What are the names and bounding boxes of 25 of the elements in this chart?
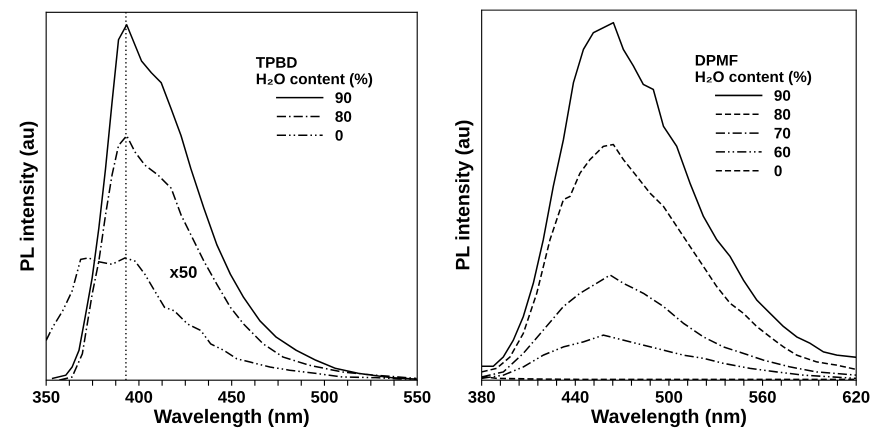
- x-tick-label: 620: [842, 391, 870, 403]
- legend-label: 70: [774, 128, 790, 139]
- x-tick-label: 400: [125, 391, 152, 403]
- x-tick-label: 440: [562, 391, 589, 403]
- x-tick-label: 450: [218, 391, 245, 403]
- x-tick-label: 380: [468, 391, 495, 403]
- legend-label: 0: [335, 130, 343, 141]
- x-axis-title: Wavelength (nm): [154, 408, 309, 428]
- x-tick-label: 350: [32, 391, 60, 403]
- legend-title: TPBD H₂O content (%): [256, 57, 372, 88]
- x-tick-label: 500: [656, 391, 682, 403]
- x-axis-title: Wavelength (nm): [590, 408, 746, 428]
- legend-label: 80: [335, 111, 352, 122]
- annotation: x50: [170, 266, 197, 278]
- y-axis-title: PL intensity (au): [20, 122, 38, 270]
- legend-label: 0: [774, 165, 782, 176]
- x-tick-label: 560: [749, 391, 776, 403]
- legend-label: 90: [774, 90, 790, 101]
- legend-label: 60: [774, 146, 790, 158]
- legend-label: 80: [774, 108, 790, 120]
- x-tick-label: 550: [404, 391, 430, 403]
- legend-title: DPMF H₂O content (%): [696, 54, 812, 86]
- y-axis-title: PL intensity (au): [455, 120, 474, 270]
- legend-label: 90: [335, 92, 352, 104]
- x-tick-label: 500: [311, 391, 338, 403]
